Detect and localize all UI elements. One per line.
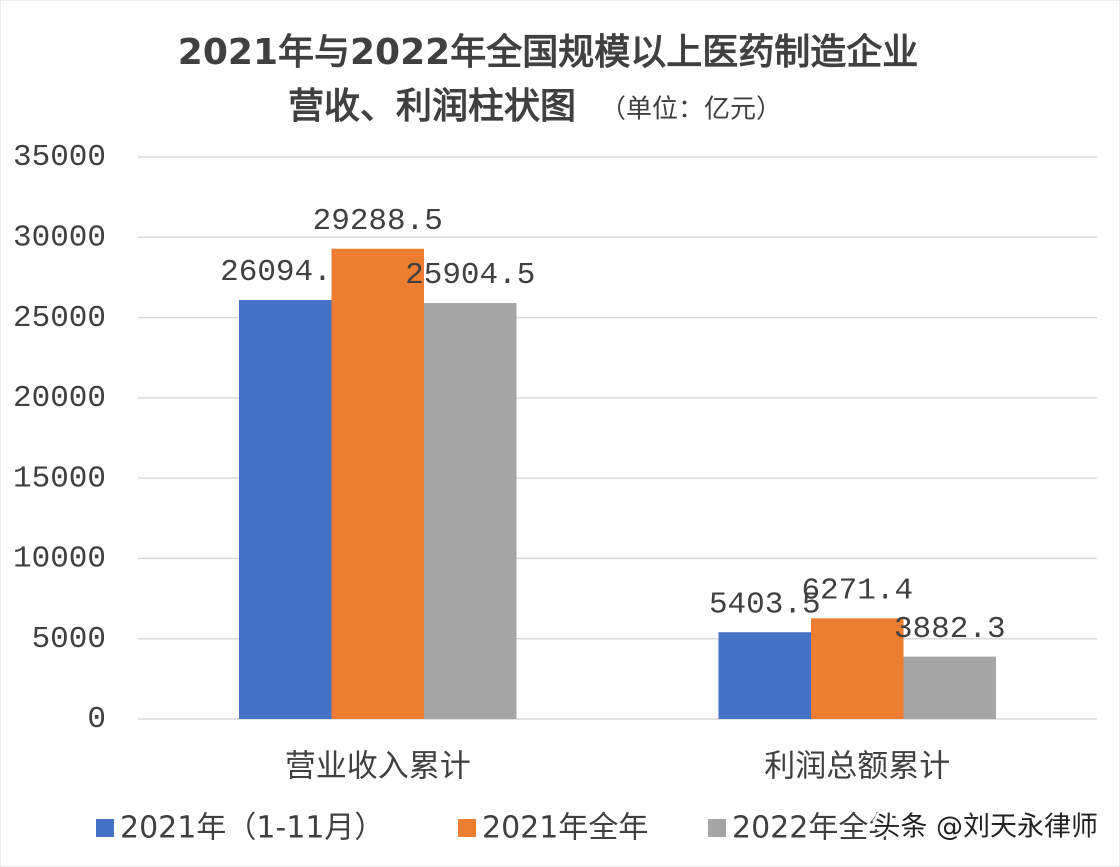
y-tick-label: 5000 [32,622,106,657]
legend-swatch [96,819,114,837]
chart-title-line2: 营收、利润柱状图 [288,86,576,127]
watermark: 头条 @刘天永律师 [873,812,1098,843]
bar [811,618,904,719]
bar [903,656,996,719]
data-label: 26094.6 [220,255,350,290]
data-label: 6271.4 [801,573,913,608]
x-tick-label: 营业收入累计 [285,749,471,785]
legend-swatch [708,819,726,837]
data-label: 5403.5 [709,587,821,622]
legend-label: 2021年全年 [482,811,648,846]
legend-label: 2022年全年 [732,811,898,846]
y-tick-label: 0 [87,702,106,737]
bar [718,632,811,719]
chart-title: 2021年与2022年全国规模以上医药制造企业 [178,31,918,73]
chart-subtitle: （单位：亿元） [600,95,782,125]
y-tick-label: 30000 [13,220,106,255]
data-label: 3882.3 [894,612,1006,647]
legend-label: 2021年（1-11月） [120,811,384,846]
y-tick-label: 20000 [13,381,106,416]
data-label: 29288.5 [313,204,443,239]
bar [239,299,332,719]
bar [331,248,424,719]
y-tick-label: 15000 [13,461,106,496]
y-tick-label: 25000 [13,301,106,336]
y-tick-label: 10000 [13,542,106,577]
bar [424,303,517,719]
legend-swatch [458,819,476,837]
data-label: 25904.5 [405,258,535,293]
x-tick-label: 利润总额累计 [764,749,950,785]
y-tick-label: 35000 [13,140,106,175]
